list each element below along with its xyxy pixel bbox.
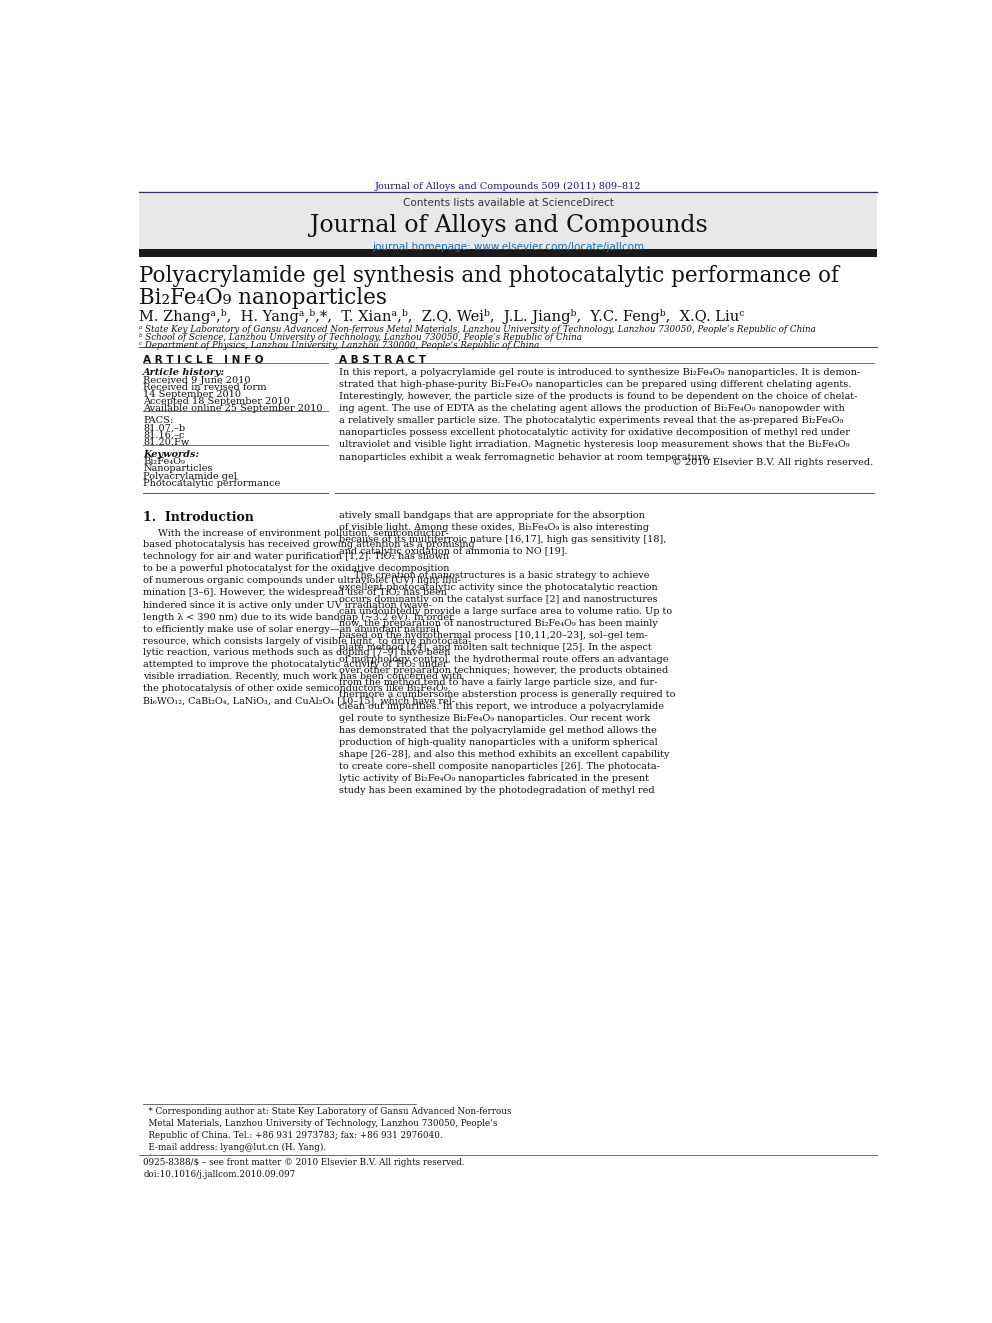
Text: Nanoparticles: Nanoparticles (143, 464, 212, 474)
Text: Accepted 18 September 2010: Accepted 18 September 2010 (143, 397, 290, 406)
Text: journal homepage: www.elsevier.com/locate/jallcom: journal homepage: www.elsevier.com/locat… (372, 242, 645, 253)
Text: Bi₂Fe₄O₉: Bi₂Fe₄O₉ (143, 458, 186, 466)
Text: A B S T R A C T: A B S T R A C T (339, 356, 427, 365)
Text: 81.20.Fw: 81.20.Fw (143, 438, 189, 447)
FancyBboxPatch shape (139, 250, 878, 257)
Text: 0925-8388/$ – see front matter © 2010 Elsevier B.V. All rights reserved.
doi:10.: 0925-8388/$ – see front matter © 2010 El… (143, 1158, 464, 1179)
Text: Contents lists available at ScienceDirect: Contents lists available at ScienceDirec… (403, 198, 614, 209)
Text: Polyacrylamide gel synthesis and photocatalytic performance of: Polyacrylamide gel synthesis and photoca… (139, 265, 839, 287)
FancyBboxPatch shape (139, 194, 878, 250)
Text: Article history:: Article history: (143, 368, 225, 377)
Text: Available online 25 September 2010: Available online 25 September 2010 (143, 405, 322, 413)
Text: Photocatalytic performance: Photocatalytic performance (143, 479, 281, 488)
Text: Journal of Alloys and Compounds 509 (2011) 809–812: Journal of Alloys and Compounds 509 (201… (375, 183, 642, 192)
Text: PACS:: PACS: (143, 417, 174, 426)
Text: Received in revised form: Received in revised form (143, 382, 267, 392)
Text: Bi₂Fe₄O₉ nanoparticles: Bi₂Fe₄O₉ nanoparticles (139, 287, 387, 310)
Text: Polyacrylamide gel: Polyacrylamide gel (143, 471, 237, 480)
Text: * Corresponding author at: State Key Laboratory of Gansu Advanced Non-ferrous
  : * Corresponding author at: State Key Lab… (143, 1107, 512, 1152)
Text: ᵇ School of Science, Lanzhou University of Technology, Lanzhou 730050, People’s : ᵇ School of Science, Lanzhou University … (139, 333, 582, 341)
Text: ᶜ Department of Physics, Lanzhou University, Lanzhou 730000, People’s Republic o: ᶜ Department of Physics, Lanzhou Univers… (139, 341, 540, 351)
Text: © 2010 Elsevier B.V. All rights reserved.: © 2010 Elsevier B.V. All rights reserved… (673, 458, 874, 467)
Text: 1.  Introduction: 1. Introduction (143, 511, 254, 524)
Text: In this report, a polyacrylamide gel route is introduced to synthesize Bi₂Fe₄O₉ : In this report, a polyacrylamide gel rou… (339, 368, 860, 462)
Text: Received 9 June 2010: Received 9 June 2010 (143, 376, 251, 385)
Text: With the increase of environment pollution, semiconductor-
based photocatalysis : With the increase of environment polluti… (143, 529, 475, 705)
Text: A R T I C L E   I N F O: A R T I C L E I N F O (143, 356, 264, 365)
Text: 81.16,–c: 81.16,–c (143, 431, 185, 439)
Text: Journal of Alloys and Compounds: Journal of Alloys and Compounds (310, 214, 707, 237)
Text: 14 September 2010: 14 September 2010 (143, 390, 241, 400)
Text: M. Zhangᵃ,ᵇ,  H. Yangᵃ,ᵇ,*,  T. Xianᵃ,ᵇ,  Z.Q. Weiᵇ,  J.L. Jiangᵇ,  Y.C. Fengᵇ, : M. Zhangᵃ,ᵇ, H. Yangᵃ,ᵇ,*, T. Xianᵃ,ᵇ, Z… (139, 308, 745, 324)
Text: 81.07,–b: 81.07,–b (143, 423, 186, 433)
Text: atively small bandgaps that are appropriate for the absorption
of visible light.: atively small bandgaps that are appropri… (339, 511, 676, 795)
Text: ᵃ State Key Laboratory of Gansu Advanced Non-ferrous Metal Materials, Lanzhou Un: ᵃ State Key Laboratory of Gansu Advanced… (139, 325, 816, 333)
Text: Keywords:: Keywords: (143, 450, 199, 459)
